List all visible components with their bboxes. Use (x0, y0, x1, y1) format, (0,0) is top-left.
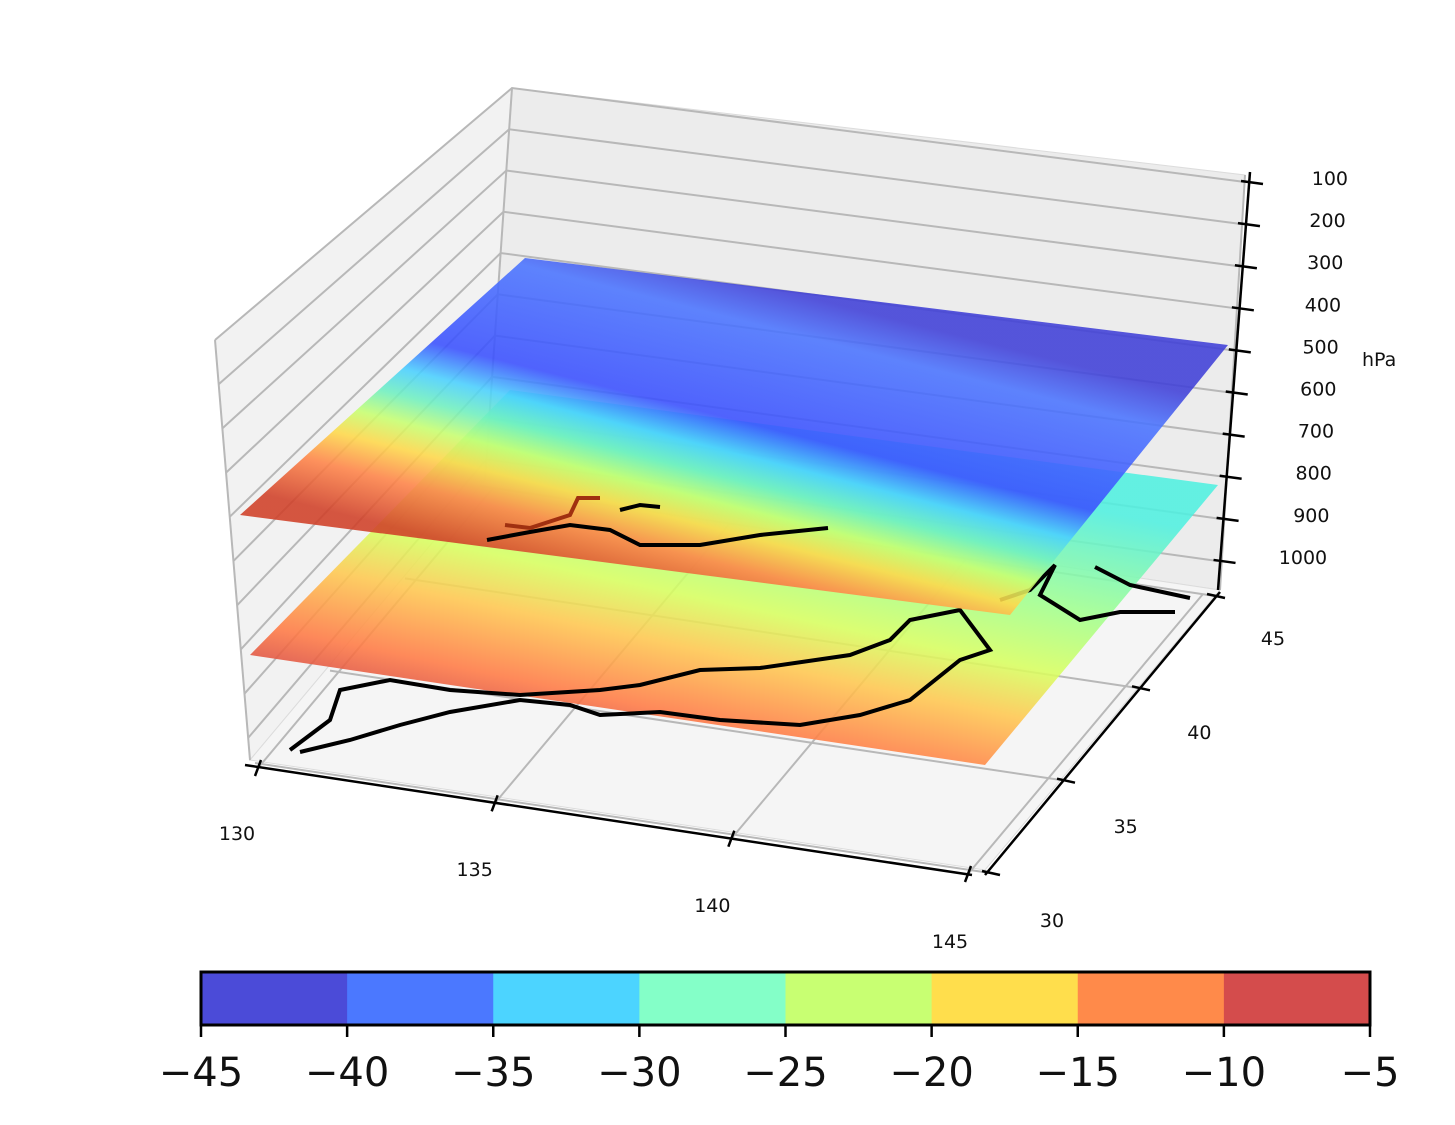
coastline-lower (288, 607, 994, 754)
z-tick-label: 1000 (1279, 547, 1327, 569)
colorbar-tick-label: −25 (743, 1050, 827, 1096)
y-tick (1206, 592, 1226, 600)
z-gridline (214, 86, 1246, 341)
z-tick (1222, 432, 1245, 438)
z-tick-label: 300 (1307, 252, 1343, 274)
z-tick (1219, 474, 1242, 480)
colorbar: −45 −40 −35 −30 −25 −20 −15 −10 −5 (159, 970, 1400, 1096)
tick-marks (253, 179, 1264, 883)
x-gridline (967, 593, 1204, 875)
y-tick-label: 40 (1187, 722, 1211, 744)
z-axis-line (1216, 171, 1252, 591)
y-tick-label: 30 (1040, 910, 1064, 932)
x-tick (963, 865, 973, 883)
x-tick (490, 794, 499, 812)
z-tick-label: 600 (1300, 379, 1336, 401)
x-tick-label: 140 (694, 895, 730, 917)
y-tick (981, 869, 1001, 877)
colorbar-tick-label: −30 (597, 1050, 681, 1096)
z-axis-label: hPa (1362, 349, 1396, 371)
plane-500hPa (240, 258, 1228, 615)
tick-labels: 130 135 140 145 30 35 40 45 100 200 300 400 500 600 70… (219, 168, 1348, 953)
x-tick (253, 759, 263, 777)
y-tick-label: 35 (1114, 816, 1138, 838)
colorbar-tick-label: −35 (451, 1050, 535, 1096)
z-tick (1225, 390, 1248, 396)
colorbar-segment (201, 972, 348, 1025)
x-tick (727, 830, 736, 848)
z-tick-label: 700 (1298, 421, 1334, 443)
y-tick (1131, 685, 1151, 692)
z-tick-label: 500 (1302, 336, 1338, 358)
pane-edge (214, 339, 251, 761)
colorbar-segment (1077, 972, 1225, 1025)
x-tick-label: 130 (219, 823, 255, 845)
z-tick (1237, 221, 1261, 228)
z-tick (1213, 558, 1236, 565)
z-tick (1231, 306, 1255, 312)
y-tick (1056, 777, 1076, 784)
z-tick-label: 100 (1312, 168, 1348, 190)
coastline-upper (486, 522, 829, 547)
colorbar-segment (639, 972, 786, 1025)
z-tick-label: 800 (1296, 463, 1332, 485)
z-tick (1216, 516, 1239, 523)
colorbar-segment (347, 972, 494, 1025)
y-gridline (254, 762, 991, 874)
colorbar-segment (493, 972, 640, 1025)
x-tick-label: 145 (932, 931, 968, 953)
colorbar-tick-label: −15 (1036, 1050, 1120, 1096)
z-tick-label: 200 (1309, 210, 1345, 232)
colorbar-segment (785, 972, 933, 1025)
colorbar-segment (1223, 972, 1371, 1025)
coastline-upper-2 (619, 502, 661, 512)
coastline-upper-3 (504, 496, 600, 531)
z-tick-label: 400 (1305, 294, 1341, 316)
x-axis-line (244, 763, 973, 877)
colorbar-tick-label: −45 (159, 1050, 243, 1096)
y-tick-label: 45 (1261, 628, 1285, 650)
coastline-hokkaido (1094, 565, 1191, 600)
z-tick (1240, 179, 1264, 186)
y-axis-line (984, 591, 1221, 876)
z-tick (1228, 348, 1251, 354)
z-tick (1234, 263, 1258, 270)
colorbar-tick-label: −40 (305, 1050, 389, 1096)
colorbar-tick-label: −5 (1341, 1050, 1400, 1096)
z-tick-label: 900 (1293, 505, 1329, 527)
colorbar-segment (931, 972, 1079, 1025)
colorbar-tick-label: −20 (889, 1050, 973, 1096)
x-tick-label: 135 (457, 859, 493, 881)
colorbar-tick-label: −10 (1182, 1050, 1266, 1096)
